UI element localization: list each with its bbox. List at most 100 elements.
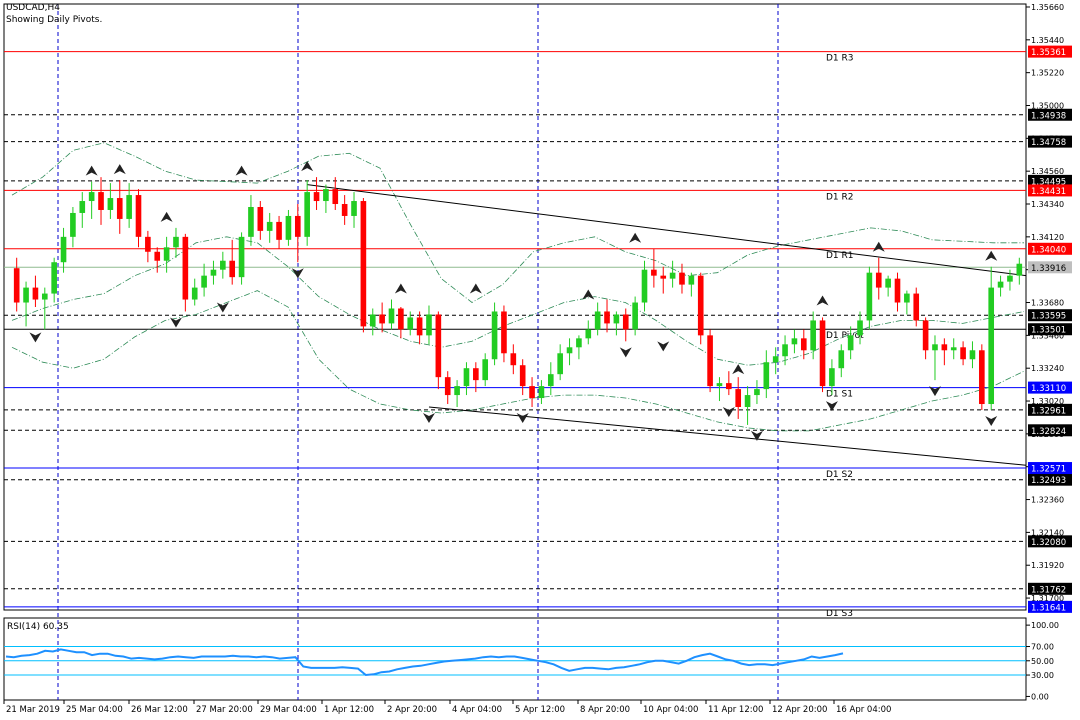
candle-body — [697, 275, 704, 336]
candle-body — [669, 272, 676, 279]
candle-body — [32, 287, 39, 300]
fractal-down-arrow — [825, 401, 838, 412]
fractal-down-arrow — [722, 407, 735, 418]
fractal-down-arrow — [29, 332, 42, 343]
candle-body — [388, 308, 395, 324]
x-tick-label: 5 Apr 12:00 — [515, 705, 565, 715]
candle-body — [772, 356, 779, 363]
candle-body — [79, 201, 86, 213]
candle-body — [866, 272, 873, 321]
candle-body — [341, 204, 348, 216]
candle-body — [182, 236, 189, 300]
candle-body — [435, 314, 442, 378]
candle-body — [220, 260, 226, 270]
candle-body — [116, 198, 123, 219]
pivot-price-label: 1.35361 — [1031, 48, 1066, 58]
candle-body — [51, 262, 57, 294]
fractal-down-arrow — [928, 386, 941, 397]
candle-body — [988, 287, 995, 405]
current-price-label: 1.33916 — [1031, 264, 1066, 274]
candle-body — [426, 314, 432, 336]
y-tick-label: 1.35220 — [1031, 69, 1064, 78]
x-tick-label: 10 Apr 04:00 — [643, 705, 698, 715]
x-tick-label: 29 Mar 04:00 — [260, 705, 317, 715]
candle-body — [613, 314, 620, 324]
rsi-title: RSI(14) 60.35 — [7, 622, 69, 632]
candle-body — [641, 269, 648, 303]
pivot-name-label: D1 R1 — [826, 251, 854, 261]
candle-body — [819, 320, 826, 387]
rsi-tick-label: 0.00 — [1031, 692, 1049, 701]
candle-body — [360, 201, 367, 327]
candle-body — [922, 320, 929, 351]
candle-body — [847, 335, 854, 351]
y-tick-label: 1.32140 — [1031, 528, 1064, 537]
candle-body — [754, 389, 760, 396]
fractal-down-arrow — [291, 268, 304, 279]
level-price-label-box — [1028, 309, 1072, 322]
candle-body — [632, 302, 638, 330]
candle-body — [885, 278, 891, 288]
level-price-label-box — [1028, 403, 1072, 416]
candle-body — [173, 236, 179, 248]
level-price-label-box — [1028, 108, 1072, 121]
level-price-label-box — [1028, 473, 1072, 486]
candle-body — [482, 359, 489, 381]
candle-body — [98, 192, 104, 210]
candle-body — [660, 275, 667, 279]
level-price-label: 1.32080 — [1031, 538, 1066, 548]
pivot-price-label: 1.33110 — [1031, 384, 1066, 394]
candle-body — [13, 268, 20, 303]
candle-body — [950, 347, 957, 351]
level-price-label: 1.34495 — [1031, 177, 1066, 187]
candle-body — [679, 272, 685, 285]
pivot-name-label: D1 S3 — [826, 609, 853, 619]
y-tick-label: 1.35000 — [1031, 101, 1064, 110]
candle-body — [126, 195, 132, 219]
candle-body — [135, 195, 142, 237]
candle-body — [604, 311, 610, 324]
candle-body — [688, 275, 695, 285]
fractal-up-arrow — [113, 164, 126, 175]
pivot-price-label: 1.34040 — [1031, 245, 1066, 255]
level-price-label: 1.32961 — [1031, 406, 1066, 416]
rsi-line — [5, 648, 844, 677]
candle-body — [313, 192, 320, 202]
candle-body — [585, 329, 592, 339]
x-tick-label: 21 Mar 2019 — [6, 705, 60, 715]
level-price-label-box — [1028, 135, 1072, 148]
pivot-price-label-box — [1028, 242, 1072, 255]
level-price-label: 1.32824 — [1031, 427, 1066, 437]
pivot-price-label: 1.31641 — [1031, 603, 1066, 613]
fractal-up-arrow — [85, 165, 98, 176]
candle-body — [294, 215, 301, 237]
pivot-price-label-box — [1028, 45, 1072, 58]
candle-body — [810, 320, 816, 351]
fractal-up-arrow — [301, 161, 314, 172]
candle-body — [838, 350, 845, 369]
fractal-down-arrow — [985, 415, 998, 426]
candle-body — [444, 377, 451, 396]
level-price-label: 1.33595 — [1031, 312, 1066, 322]
fractal-up-arrow — [582, 289, 595, 300]
level-price-label-box — [1028, 424, 1072, 437]
current-price-label-box — [1028, 261, 1072, 274]
fractal-down-arrow — [750, 430, 763, 441]
x-tick-label: 11 Apr 12:00 — [708, 705, 763, 715]
candle-body — [323, 189, 329, 202]
y-tick-label: 1.34560 — [1031, 167, 1064, 176]
pivot-price-label-box — [1028, 323, 1072, 336]
y-tick-label: 1.34340 — [1031, 200, 1064, 209]
main-panel-frame — [3, 3, 1027, 611]
candle-body — [60, 236, 67, 263]
pivot-price-label: 1.34431 — [1031, 187, 1066, 197]
candle-body — [735, 389, 742, 408]
candle-body — [304, 192, 310, 237]
candle-body — [979, 350, 985, 405]
band-line — [11, 236, 1025, 366]
candle-body — [1016, 263, 1023, 276]
band-line — [11, 290, 1025, 432]
level-price-label-box — [1028, 174, 1072, 187]
candle-body — [716, 383, 723, 387]
